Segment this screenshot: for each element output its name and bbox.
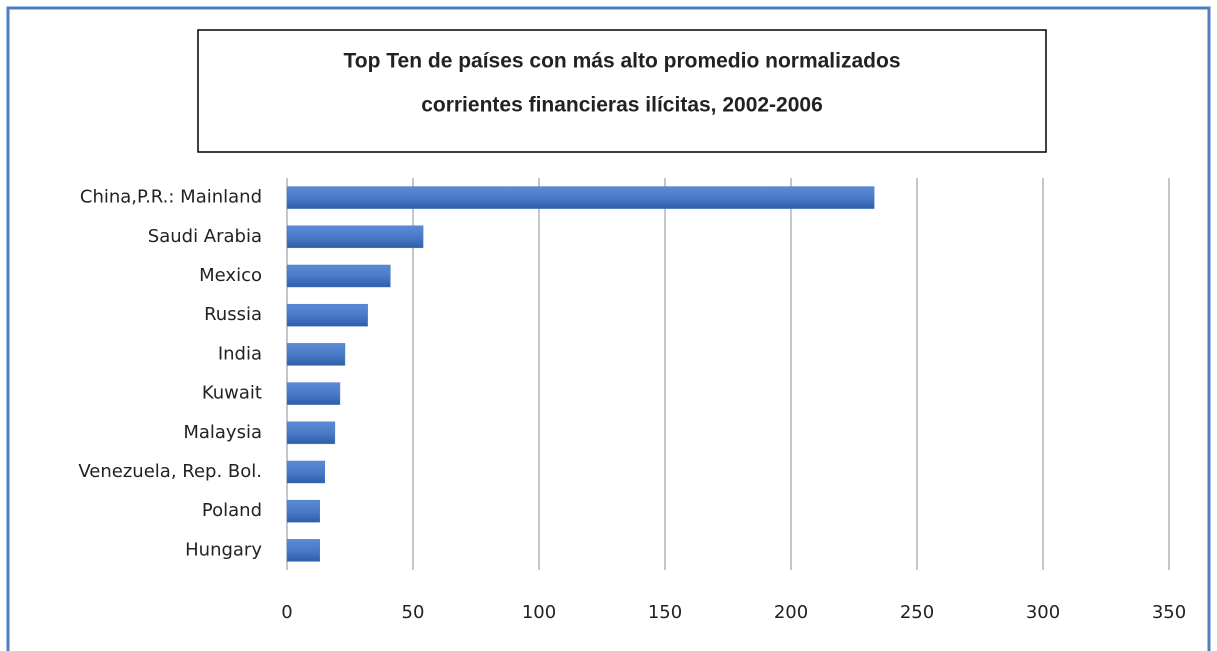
x-tick-label: 100 [522,602,556,623]
bar [286,382,341,405]
y-tick-label: Poland [202,500,262,521]
y-tick-label: India [218,343,262,364]
y-tick-label: Hungary [185,539,262,560]
bar [286,303,368,327]
x-tick-label: 350 [1152,602,1186,623]
x-tick-label: 0 [281,602,292,623]
chart-title: corrientes financieras ilícitas, 2002-20… [421,94,823,117]
y-tick-label: Saudi Arabia [148,226,262,247]
y-tick-label: Kuwait [202,383,262,404]
y-tick-label: Russia [204,304,262,325]
x-tick-label: 250 [900,602,934,623]
bar [286,499,321,523]
chart-title: Top Ten de países con más alto promedio … [344,50,901,73]
y-tick-label: Venezuela, Rep. Bol. [78,461,262,482]
bar [286,539,321,562]
title-box [197,29,1047,153]
x-tick-label: 200 [774,602,808,623]
y-tick-label: China,P.R.: Mainland [80,187,262,208]
bar [286,460,326,484]
x-tick-label: 150 [648,602,682,623]
x-tick-label: 50 [402,602,425,623]
y-tick-label: Malaysia [183,422,262,443]
bar [286,225,424,249]
x-tick-label: 300 [1026,602,1060,623]
frame [6,6,1211,651]
bar [286,343,346,366]
bar [286,421,336,445]
bar [286,264,391,288]
bar [286,186,875,209]
y-tick-label: Mexico [199,265,262,286]
